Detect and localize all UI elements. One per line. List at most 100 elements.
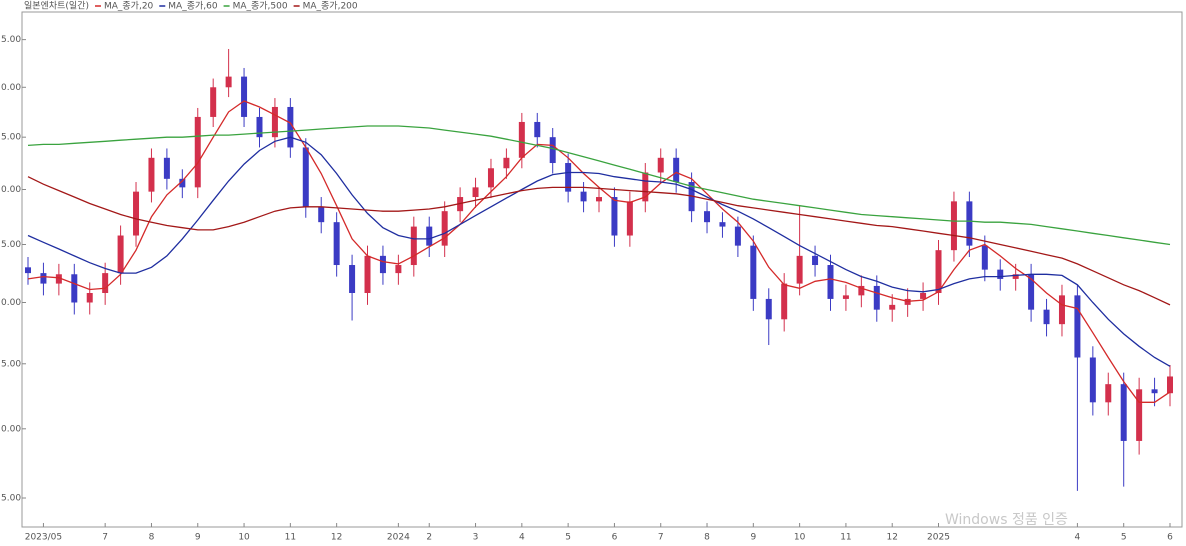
candle-body xyxy=(966,201,973,246)
candle-body xyxy=(734,226,741,246)
candle-body xyxy=(997,269,1004,279)
candle-body xyxy=(920,292,927,299)
candle-body xyxy=(1012,274,1019,279)
candle-body xyxy=(796,255,803,284)
legend-label: MA_종가,60 xyxy=(168,1,218,12)
x-tick-label: 2024 xyxy=(387,533,410,543)
candle-body xyxy=(349,265,356,293)
x-tick-label: 4 xyxy=(1075,533,1081,543)
chart-title: 일본엔차트(일간) xyxy=(24,0,89,12)
x-tick-label: 6 xyxy=(1167,533,1173,543)
y-tick-label: 0.00 xyxy=(1,298,21,308)
candle-body xyxy=(379,255,386,274)
candle-body xyxy=(657,157,664,173)
candle-body xyxy=(1167,376,1173,394)
ma-line xyxy=(27,176,1171,306)
y-tick-label: 5.00 xyxy=(1,359,21,369)
y-tick-label: 5.00 xyxy=(1,240,21,250)
candle-body xyxy=(271,106,278,138)
candle-body xyxy=(487,168,494,188)
candle-body xyxy=(102,273,109,293)
candle-body xyxy=(426,226,433,246)
candle-body xyxy=(935,250,942,293)
x-tick-label: 2 xyxy=(426,533,432,543)
candle-body xyxy=(117,235,124,274)
candle-body xyxy=(673,157,680,183)
candle-body xyxy=(596,197,602,202)
candle-body xyxy=(1074,295,1081,358)
candle-body xyxy=(580,191,587,202)
candle-body xyxy=(472,187,479,198)
candle-body xyxy=(1043,309,1050,325)
candle-body xyxy=(1136,389,1143,441)
candle-body xyxy=(86,292,93,303)
candle-body xyxy=(40,273,47,284)
candle-body xyxy=(781,283,788,320)
x-tick-label: 3 xyxy=(473,533,479,543)
candle-body xyxy=(950,201,957,251)
candle-body xyxy=(534,121,541,138)
x-tick-label: 5 xyxy=(1121,533,1127,543)
candle-body xyxy=(873,285,880,310)
candle-body xyxy=(812,255,819,266)
x-tick-label: 11 xyxy=(840,533,851,543)
candle-body xyxy=(1089,357,1096,403)
candle-body xyxy=(549,137,556,164)
candle-body xyxy=(25,267,31,274)
candle-body xyxy=(194,116,201,188)
candle-body xyxy=(55,274,62,284)
candle-body xyxy=(241,76,248,117)
plot-frame xyxy=(21,11,1183,528)
x-tick-label: 9 xyxy=(750,533,756,543)
candle-body xyxy=(565,163,572,192)
candle-body xyxy=(364,255,371,293)
candle-body xyxy=(395,265,402,274)
x-tick-label: 2023/05 xyxy=(25,533,62,543)
candle-body xyxy=(704,211,711,223)
x-tick-label: 10 xyxy=(794,533,806,543)
x-tick-label: 11 xyxy=(285,533,296,543)
candle-body xyxy=(333,222,340,266)
candle-body xyxy=(1058,295,1065,325)
candle-body xyxy=(133,191,140,236)
x-tick-label: 8 xyxy=(704,533,710,543)
candle-body xyxy=(148,157,155,192)
legend-label: MA_종가,20 xyxy=(104,1,154,12)
candle-body xyxy=(302,147,309,207)
x-tick-label: 7 xyxy=(658,533,664,543)
x-tick-label: 9 xyxy=(195,533,201,543)
candle-body xyxy=(318,206,325,223)
x-tick-label: 6 xyxy=(612,533,618,543)
candle-body xyxy=(225,76,232,88)
candle-body xyxy=(858,285,865,296)
legend-label: MA_종가,500 xyxy=(233,1,288,12)
watermark: Windows 정품 인증 xyxy=(945,512,1068,528)
candle-body xyxy=(503,157,510,169)
y-tick-label: 0.00 xyxy=(1,185,21,195)
candle-body xyxy=(827,265,834,299)
candle-body xyxy=(410,226,417,266)
candle-body xyxy=(626,201,633,236)
candle-body xyxy=(287,106,294,148)
candle-body xyxy=(981,245,988,270)
ma-line xyxy=(27,125,1171,246)
x-tick-label: 12 xyxy=(886,533,897,543)
x-tick-label: 8 xyxy=(149,533,155,543)
candle-body xyxy=(518,121,525,158)
y-tick-label: 0.00 xyxy=(1,83,21,93)
candle-body xyxy=(163,157,170,179)
candle-body xyxy=(642,172,649,202)
x-tick-label: 2025 xyxy=(927,533,950,543)
ma-line xyxy=(27,100,1171,403)
y-tick-label: 5.00 xyxy=(1,35,21,45)
x-tick-label: 12 xyxy=(331,533,342,543)
y-tick-label: 5.00 xyxy=(1,494,21,504)
candle-body xyxy=(842,295,849,299)
candle-body xyxy=(765,298,772,320)
x-tick-label: 4 xyxy=(519,533,525,543)
candle-body xyxy=(256,116,263,138)
candle-body xyxy=(889,304,896,310)
y-tick-label: 5.00 xyxy=(1,133,21,143)
